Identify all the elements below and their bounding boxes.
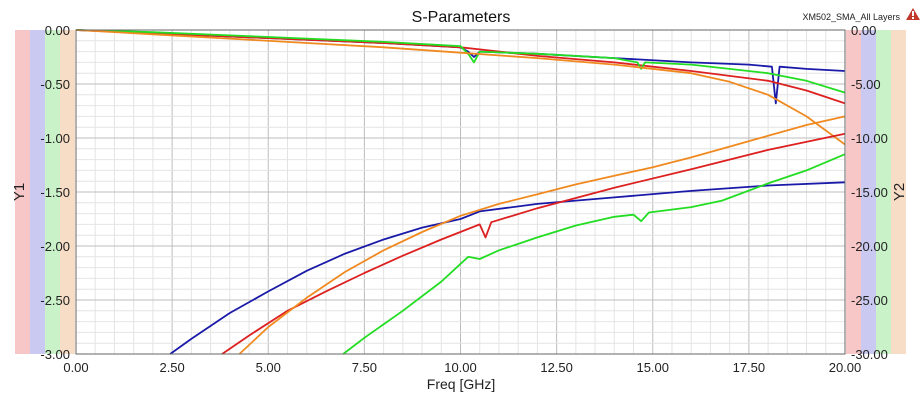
left-axis-band (45, 30, 60, 354)
y1-tick-label: 0.00 (45, 23, 70, 38)
y2-tick-label: -20.00 (851, 239, 888, 254)
right-axis-band (891, 30, 906, 354)
y2-tick-label: 0.00 (851, 23, 876, 38)
y1-tick-label: -2.50 (40, 293, 70, 308)
x-tick-label: 12.50 (540, 360, 573, 375)
x-tick-label: 20.00 (829, 360, 862, 375)
x-tick-label: 5.00 (256, 360, 281, 375)
y1-tick-label: -0.50 (40, 77, 70, 92)
x-tick-label: 0.00 (63, 360, 88, 375)
series-line-5 (169, 181, 846, 355)
series-line-6 (221, 132, 846, 355)
y2-tick-label: -25.00 (851, 293, 888, 308)
y1-tick-label: -1.00 (40, 131, 70, 146)
chart-title: S-Parameters (412, 9, 511, 26)
x-axis-label: Freq [GHz] (427, 376, 495, 392)
y2-tick-label: -30.00 (851, 347, 888, 362)
x-tick-label: 7.50 (352, 360, 377, 375)
project-label: XM502_SMA_All Layers (802, 12, 900, 22)
x-tick-label: 17.50 (733, 360, 766, 375)
y1-tick-label: -2.00 (40, 239, 70, 254)
y1-axis-label: Y1 (11, 183, 28, 201)
x-tick-label: 10.00 (444, 360, 477, 375)
y2-tick-label: -10.00 (851, 131, 888, 146)
series-line-8 (238, 115, 846, 355)
right-axis-band (846, 30, 861, 354)
right-axis-band (861, 30, 876, 354)
warning-icon[interactable] (906, 8, 920, 20)
left-axis-band (15, 30, 30, 354)
y2-tick-label: -15.00 (851, 185, 888, 200)
series-line-4 (75, 29, 846, 146)
left-axis-band (30, 30, 45, 354)
y2-axis-label: Y2 (891, 183, 908, 201)
x-tick-label: 2.50 (159, 360, 184, 375)
y2-tick-label: -5.00 (851, 77, 881, 92)
series-line-3 (75, 29, 846, 94)
right-axis-band (876, 30, 891, 354)
x-tick-label: 15.00 (636, 360, 669, 375)
left-axis-band (60, 30, 75, 354)
y1-tick-label: -3.00 (40, 347, 70, 362)
series-line-2 (75, 29, 846, 105)
series-line-7 (342, 153, 846, 355)
y1-tick-label: -1.50 (40, 185, 70, 200)
plot-border (75, 29, 846, 355)
